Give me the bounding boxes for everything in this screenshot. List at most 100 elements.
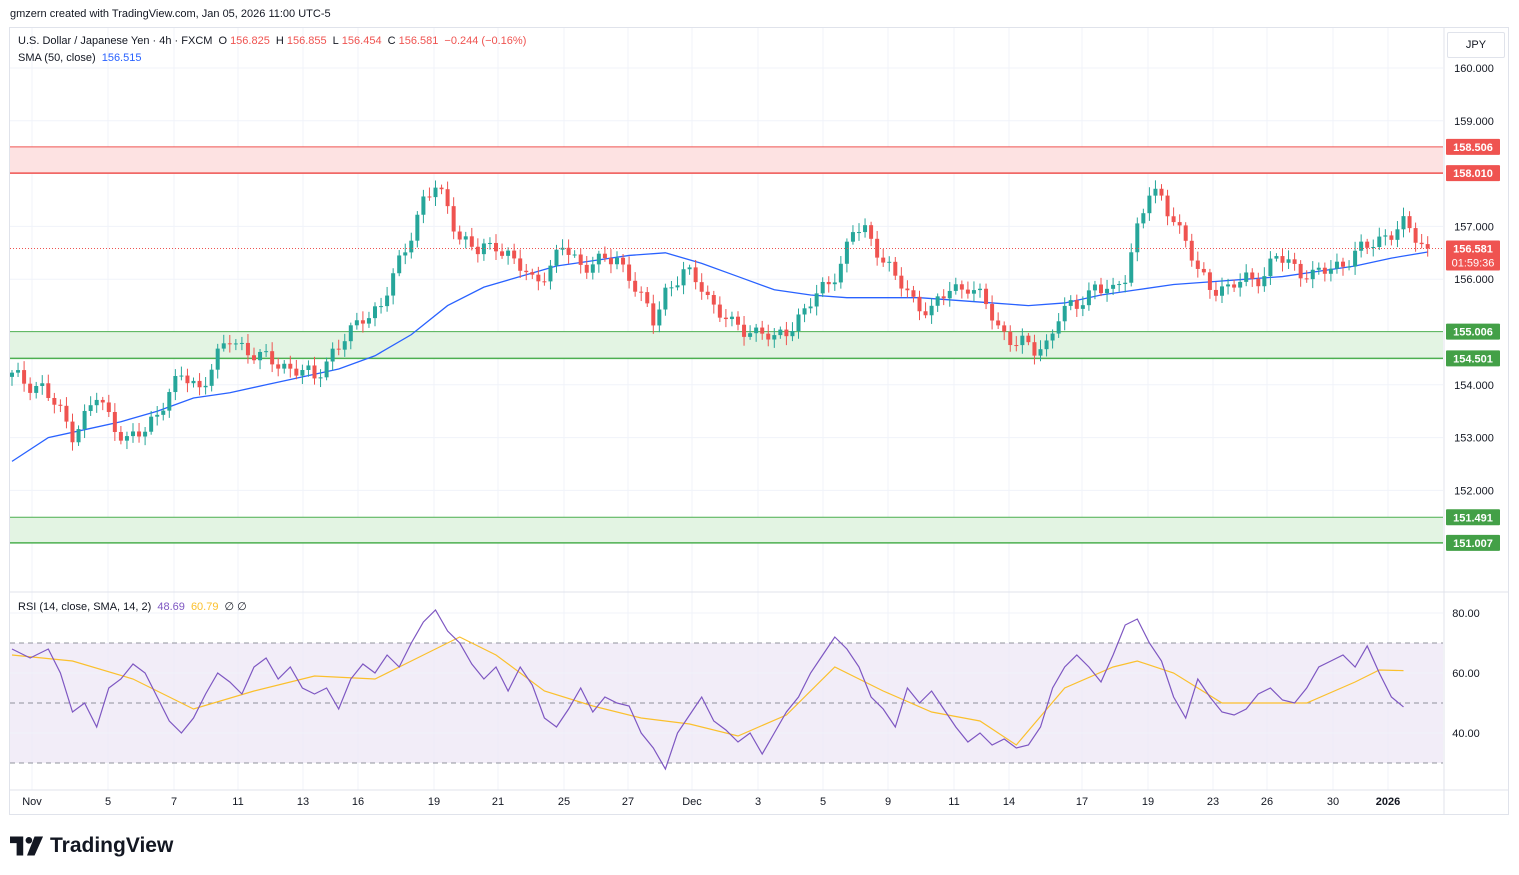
candle-body [929,305,934,316]
candle-body [1425,244,1430,249]
candle-body [1328,268,1333,274]
candle-body [1026,335,1031,343]
candle-body [1092,284,1097,291]
candle-body [657,309,662,326]
candle-body [463,236,468,240]
last-price-label: 156.581 [1453,244,1493,256]
candle-body [1341,261,1345,267]
price-legend: U.S. Dollar / Japanese Yen · 4h · FXCM O… [18,35,529,47]
candle-body [512,250,517,259]
candle-body [264,351,269,353]
candle-body [354,320,359,326]
candle-body [1232,284,1237,288]
candle-body [1220,286,1224,296]
candle-body [118,431,123,441]
candle-body [675,285,680,288]
zone-price-tag [1446,534,1500,551]
candle-body [1419,242,1424,245]
rsi-tick-label: 60.00 [1452,668,1480,680]
candle-body [318,377,323,379]
candle-body [705,291,710,296]
candle-body [1044,340,1049,350]
candle-body [1177,222,1182,226]
candle-body [996,320,1001,326]
candle-body [1195,260,1200,269]
candle-body [911,290,916,297]
candle-body [742,324,747,337]
x-tick-label: 27 [622,796,634,808]
candle-body [64,405,69,422]
candle-body [1207,272,1212,290]
zone-support-2 [10,517,1443,543]
brand-logo[interactable]: TradingView [10,834,173,858]
x-tick-label: 2026 [1376,796,1400,808]
candle-body [1117,284,1122,286]
candle-body [28,383,33,393]
candle-body [397,255,402,274]
low-value: 156.454 [341,35,382,47]
candle-body [1183,225,1188,241]
candle-body [481,243,486,255]
x-tick-label: 3 [755,796,761,808]
candle-body [869,225,874,239]
candle-body [844,241,849,264]
candle-body [360,320,365,324]
price-tick-label: 153.000 [1454,433,1494,445]
price-tick-label: 154.000 [1454,380,1494,392]
candle-body [1256,278,1261,287]
candle-body [173,375,178,393]
zone-price-label: 158.010 [1453,168,1493,180]
candle-body [34,385,39,393]
currency-button[interactable]: JPY [1447,32,1505,58]
candle-body [1068,300,1073,306]
zone-price-label: 151.491 [1453,512,1493,524]
candle-body [1159,188,1164,196]
candle-body [16,370,21,373]
candle-body [959,284,964,290]
candle-body [778,329,783,336]
rsi-label[interactable]: RSI (14, close, SMA, 14, 2) [18,601,152,613]
x-tick-label: Nov [22,796,42,808]
candle-body [826,281,831,285]
candle-body [143,431,148,437]
candle-body [1020,335,1025,346]
x-tick-label: 23 [1207,796,1219,808]
sma-label[interactable]: SMA (50, close) [18,52,96,64]
candle-body [161,410,166,415]
symbol-label[interactable]: U.S. Dollar / Japanese Yen · 4h · FXCM [18,35,213,47]
open-label: O [218,35,228,47]
candle-body [1268,258,1273,277]
candle-body [330,348,335,362]
candle-body [645,292,650,304]
zone-price-tag [1446,138,1500,155]
zone-price-tag [1446,350,1500,367]
candle-body [881,257,886,263]
candle-body [421,196,426,215]
candle-body [1086,290,1091,306]
candle-body [300,369,305,376]
rsi-ma-line [11,636,1404,746]
candle-body [542,281,547,283]
candle-body [608,258,613,265]
candle-body [699,282,704,292]
candle-body [1074,300,1079,309]
high-value: 156.855 [286,35,327,47]
zone-price-label: 151.007 [1453,538,1493,550]
candle-body [1413,228,1418,243]
candle-body [137,431,142,437]
x-tick-label: 26 [1261,796,1273,808]
x-tick-label: 19 [428,796,440,808]
candle-body [518,258,523,271]
candle-body [22,370,27,384]
x-tick-label: 19 [1142,796,1154,808]
candle-body [167,392,172,411]
candle-body [838,263,843,283]
candle-body [1226,284,1231,287]
candle-body [40,383,45,386]
candle-body [282,363,287,369]
zone-price-label: 158.506 [1453,142,1493,154]
x-tick-label: 17 [1076,796,1088,808]
candle-body [215,348,220,370]
zone-price-tag [1446,323,1500,340]
